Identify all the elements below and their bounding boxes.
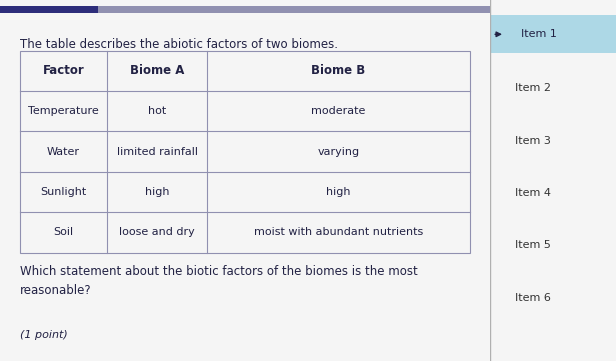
- Text: Sunlight: Sunlight: [41, 187, 87, 197]
- Bar: [0, 6, 490, 13]
- Text: varying: varying: [317, 147, 359, 157]
- Text: The table describes the abiotic factors of two biomes.: The table describes the abiotic factors …: [20, 38, 338, 51]
- Text: Biome A: Biome A: [130, 64, 184, 77]
- Text: hot: hot: [148, 106, 166, 116]
- Text: Item 6: Item 6: [515, 293, 551, 303]
- Text: Water: Water: [47, 147, 80, 157]
- Text: Temperature: Temperature: [28, 106, 99, 116]
- Bar: [0, 6, 98, 13]
- Text: Item 5: Item 5: [515, 240, 551, 251]
- Text: Soil: Soil: [54, 227, 73, 238]
- Text: Which statement about the biotic factors of the biomes is the most
reasonable?: Which statement about the biotic factors…: [20, 265, 417, 297]
- Text: high: high: [145, 187, 169, 197]
- Text: limited rainfall: limited rainfall: [116, 147, 198, 157]
- Text: Item 1: Item 1: [521, 29, 557, 39]
- Text: moderate: moderate: [311, 106, 365, 116]
- Text: Factor: Factor: [43, 64, 84, 77]
- Text: Biome B: Biome B: [311, 64, 365, 77]
- Text: Item 4: Item 4: [515, 188, 551, 198]
- Bar: [20, 51, 470, 253]
- Text: high: high: [326, 187, 351, 197]
- Bar: [490, 16, 616, 53]
- Text: loose and dry: loose and dry: [119, 227, 195, 238]
- Text: moist with abundant nutrients: moist with abundant nutrients: [254, 227, 423, 238]
- Text: (1 point): (1 point): [20, 330, 67, 340]
- Text: Item 2: Item 2: [515, 83, 551, 93]
- Text: Item 3: Item 3: [515, 136, 551, 146]
